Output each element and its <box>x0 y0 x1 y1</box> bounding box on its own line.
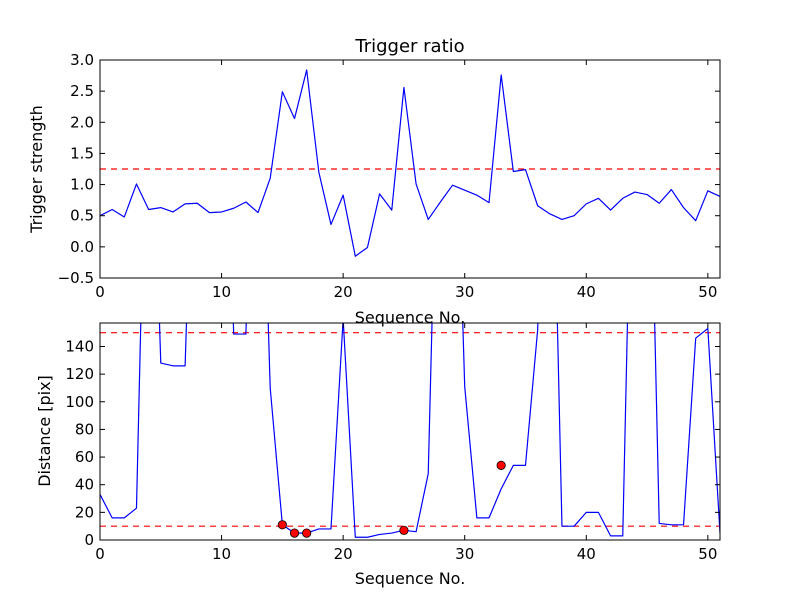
trigger-ratio-xlabel: Sequence No. <box>355 308 466 327</box>
distance-xtick-label: 0 <box>95 545 105 563</box>
distance-xtick-label: 40 <box>577 545 596 563</box>
distance-ytick-label: 120 <box>65 365 94 383</box>
distance-marker-point <box>289 528 300 538</box>
trigger-ratio-xtick-label: 20 <box>334 283 353 301</box>
distance-xtick-label: 50 <box>698 545 717 563</box>
distance-marker-point <box>277 520 287 530</box>
trigger-ratio-ytick-label: 1.0 <box>70 176 94 194</box>
trigger-ratio-ticks: 0 10 20 30 40 50 −0.5 0.0 0.5 1.0 1.5 2.0 2.5 3.0 <box>58 51 720 301</box>
distance-axes-frame <box>99 322 721 541</box>
trigger-ratio-ytick-label: 2.5 <box>70 82 94 100</box>
trigger-ratio-ytick-label: 1.5 <box>70 144 94 162</box>
distance-xtick-label: 20 <box>334 545 353 563</box>
distance-ytick-label: 60 <box>75 448 94 466</box>
distance-ytick-label: 140 <box>65 337 94 355</box>
distance-ytick-label: 0 <box>84 531 94 549</box>
trigger-ratio-ytick-label: 0.5 <box>70 207 94 225</box>
distance-ytick-label: 40 <box>75 476 94 494</box>
trigger-ratio-xtick-label: 50 <box>698 283 717 301</box>
distance-marker-point <box>302 528 312 538</box>
trigger-ratio-axes-frame <box>99 59 721 279</box>
trigger-ratio-ytick-label: 0.0 <box>70 238 94 256</box>
trigger-ratio-xtick-label: 10 <box>212 283 231 301</box>
distance-xtick-label: 30 <box>455 545 474 563</box>
distance-ytick-label: 100 <box>65 393 94 411</box>
distance-xlabel: Sequence No. <box>355 569 466 588</box>
trigger-ratio-ytick-label: −0.5 <box>58 269 94 287</box>
distance-plot-area <box>100 323 720 538</box>
distance-ytick-label: 20 <box>75 503 94 521</box>
trigger-ratio-xtick-label: 30 <box>455 283 474 301</box>
trigger-ratio-ytick-label: 2.0 <box>70 113 94 131</box>
trigger-ratio-title: Trigger ratio <box>354 36 464 57</box>
trigger-ratio-plot-area <box>100 69 720 257</box>
distance-ticks: 0 10 20 30 40 50 0 20 40 60 80 100 120 140 <box>65 323 720 563</box>
trigger-ratio-ytick-label: 3.0 <box>70 51 94 69</box>
distance-chart: 0 10 20 30 40 50 0 20 40 60 80 100 120 140 Sequence N… <box>35 322 721 588</box>
trigger-ratio-xtick-label: 0 <box>95 283 105 301</box>
distance-series-line <box>100 323 720 538</box>
trigger-ratio-ylabel: Trigger strength <box>27 105 46 234</box>
distance-ytick-label: 80 <box>75 420 94 438</box>
trigger-ratio-xtick-label: 40 <box>577 283 596 301</box>
distance-ylabel: Distance [pix] <box>35 375 54 487</box>
distance-marker-point <box>496 460 506 470</box>
trigger-ratio-chart: 0 10 20 30 40 50 −0.5 0.0 0.5 1.0 1.5 2.0 2.5 3.0 Tri… <box>27 36 721 327</box>
distance-xtick-label: 10 <box>212 545 231 563</box>
trigger-ratio-series-line <box>100 69 720 257</box>
distance-marker-point <box>399 525 409 535</box>
